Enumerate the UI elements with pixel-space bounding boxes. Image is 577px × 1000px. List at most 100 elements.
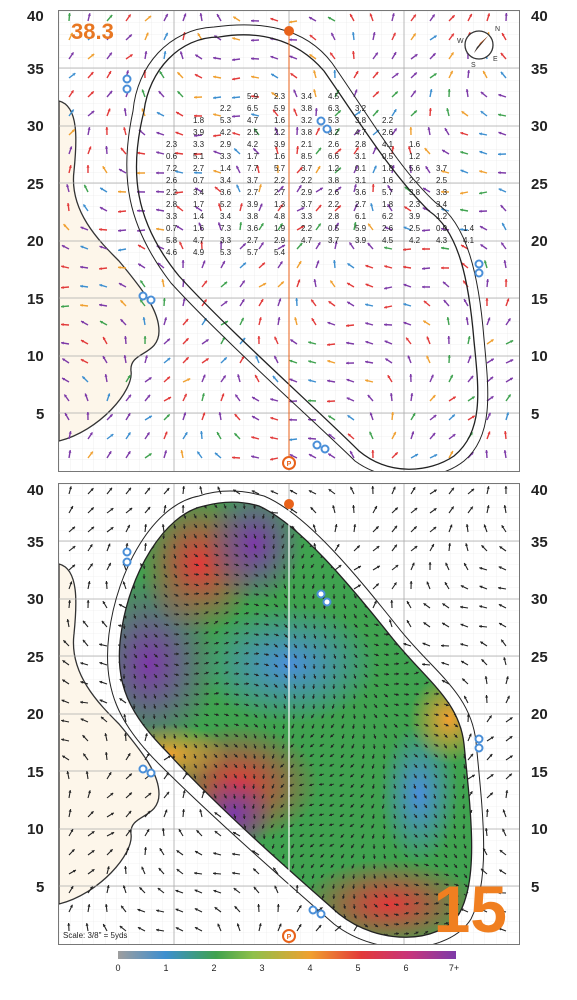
- slope-arrow-head: [251, 416, 255, 419]
- slope-arrow-head: [133, 675, 137, 679]
- slope-arrow-head: [213, 889, 217, 893]
- slope-arrow-head: [454, 734, 458, 738]
- slope-arrow-head: [357, 130, 361, 133]
- slope-arrow-head: [340, 764, 344, 768]
- slope-arrow-head: [265, 673, 269, 677]
- slope-arrow-head: [467, 70, 471, 73]
- slope-arrow-head: [163, 736, 167, 739]
- slope-arrow-head: [301, 735, 305, 739]
- slope-arrow-head: [206, 682, 209, 686]
- slope-arrow-head: [177, 91, 181, 95]
- slope-arrow-head: [157, 887, 161, 891]
- slope-arrow-head: [195, 651, 199, 655]
- slope-arrow-head: [327, 399, 330, 403]
- slope-arrow-head: [375, 663, 379, 667]
- slope-value-label: 2.6: [328, 188, 340, 197]
- y-tick-10: 10: [531, 348, 548, 365]
- slope-arrow-head: [167, 376, 170, 380]
- slope-arrow-head: [293, 685, 297, 689]
- y-tick-5: 5: [36, 406, 45, 423]
- slope-arrow-head: [301, 545, 305, 549]
- slope-arrow-head: [242, 506, 246, 509]
- slope-arrow-head: [215, 611, 219, 615]
- slope-value-label: 3.8: [355, 116, 367, 125]
- slope-arrow-head: [423, 603, 427, 607]
- slope-arrow-head: [232, 37, 236, 41]
- slope-arrow-head: [155, 663, 159, 667]
- slope-arrow-head: [375, 110, 379, 114]
- slope-arrow-head: [309, 17, 313, 20]
- slope-arrow-head: [365, 623, 369, 627]
- sprinkler-icon[interactable]: [122, 74, 484, 454]
- slope-value-label: 5.9: [274, 104, 286, 113]
- slope-arrow-head: [166, 791, 170, 795]
- slope-arrow-head: [504, 486, 508, 489]
- slope-arrow-head: [312, 696, 316, 699]
- slope-arrow-head: [370, 203, 374, 207]
- slope-value-label: 1.8: [382, 164, 394, 173]
- slope-arrow-head: [270, 398, 274, 402]
- slope-arrow-head: [243, 825, 247, 829]
- slope-arrow-head: [99, 303, 102, 307]
- slope-arrow-head: [489, 792, 493, 796]
- slope-arrow-head: [203, 785, 207, 789]
- slope-arrow-head: [179, 51, 183, 55]
- slope-arrow-head: [441, 227, 444, 231]
- slope-arrow-head: [490, 339, 494, 343]
- slope-value-label: 0.6: [166, 152, 178, 161]
- slope-arrow-head: [127, 432, 131, 436]
- slope-arrow-head: [216, 592, 219, 596]
- y-tick-15: 15: [531, 764, 548, 781]
- slope-arrow-head: [61, 341, 64, 345]
- slope-arrow-head: [393, 109, 397, 113]
- slope-arrow-head: [393, 431, 396, 435]
- slope-arrow-head: [251, 490, 255, 494]
- slope-arrow-head: [195, 621, 199, 625]
- slope-arrow-head: [125, 543, 129, 546]
- slope-arrow-head: [365, 264, 369, 268]
- slope-arrow-head: [313, 89, 317, 93]
- slope-arrow-head: [256, 642, 259, 647]
- slope-arrow-head: [185, 318, 189, 322]
- slope-arrow-head: [221, 393, 225, 397]
- slope-arrow-head: [199, 431, 204, 434]
- slope-arrow-head: [234, 433, 238, 437]
- slope-arrow-head: [72, 546, 76, 549]
- slope-value-label: 5.8: [166, 236, 178, 245]
- slope-arrow-head: [391, 146, 395, 149]
- slope-arrow-head: [273, 565, 277, 569]
- slope-arrow-head: [302, 576, 306, 579]
- slope-arrow-head: [301, 207, 305, 211]
- slope-arrow-head: [435, 713, 439, 717]
- slope-arrow-head: [175, 693, 179, 697]
- slope-arrow-head: [432, 53, 436, 57]
- slope-arrow-head: [385, 663, 389, 667]
- slope-arrow-head: [69, 581, 73, 585]
- slope-arrow-head: [204, 744, 208, 748]
- slope-arrow-head: [205, 671, 209, 675]
- slope-arrow-head: [214, 544, 218, 548]
- slope-arrow-head: [176, 652, 179, 656]
- slope-arrow-head: [339, 814, 343, 817]
- slope-arrow-head: [389, 393, 393, 396]
- y-tick-25: 25: [27, 649, 44, 666]
- slope-arrow-head: [503, 431, 507, 434]
- slope-arrow-head: [395, 73, 399, 76]
- slope-arrow-head: [235, 651, 239, 655]
- slope-arrow-head: [316, 127, 320, 131]
- slope-arrow-head: [509, 717, 513, 721]
- slope-arrow-head: [254, 565, 257, 569]
- slope-arrow-head: [206, 692, 209, 696]
- pin-flag-icon[interactable]: [284, 26, 294, 36]
- pin-circle-icon[interactable]: [282, 456, 296, 470]
- slope-arrow-head: [68, 486, 72, 490]
- slope-arrow-head: [266, 652, 269, 656]
- slope-arrow-head: [253, 868, 257, 872]
- slope-arrow-head: [184, 734, 188, 738]
- slope-arrow-head: [252, 850, 256, 854]
- slope-arrow-head: [177, 72, 181, 76]
- slope-arrow-head: [447, 355, 451, 358]
- slope-arrow-head: [424, 814, 428, 818]
- slope-arrow-head: [133, 595, 137, 599]
- slope-arrow-head: [272, 736, 276, 739]
